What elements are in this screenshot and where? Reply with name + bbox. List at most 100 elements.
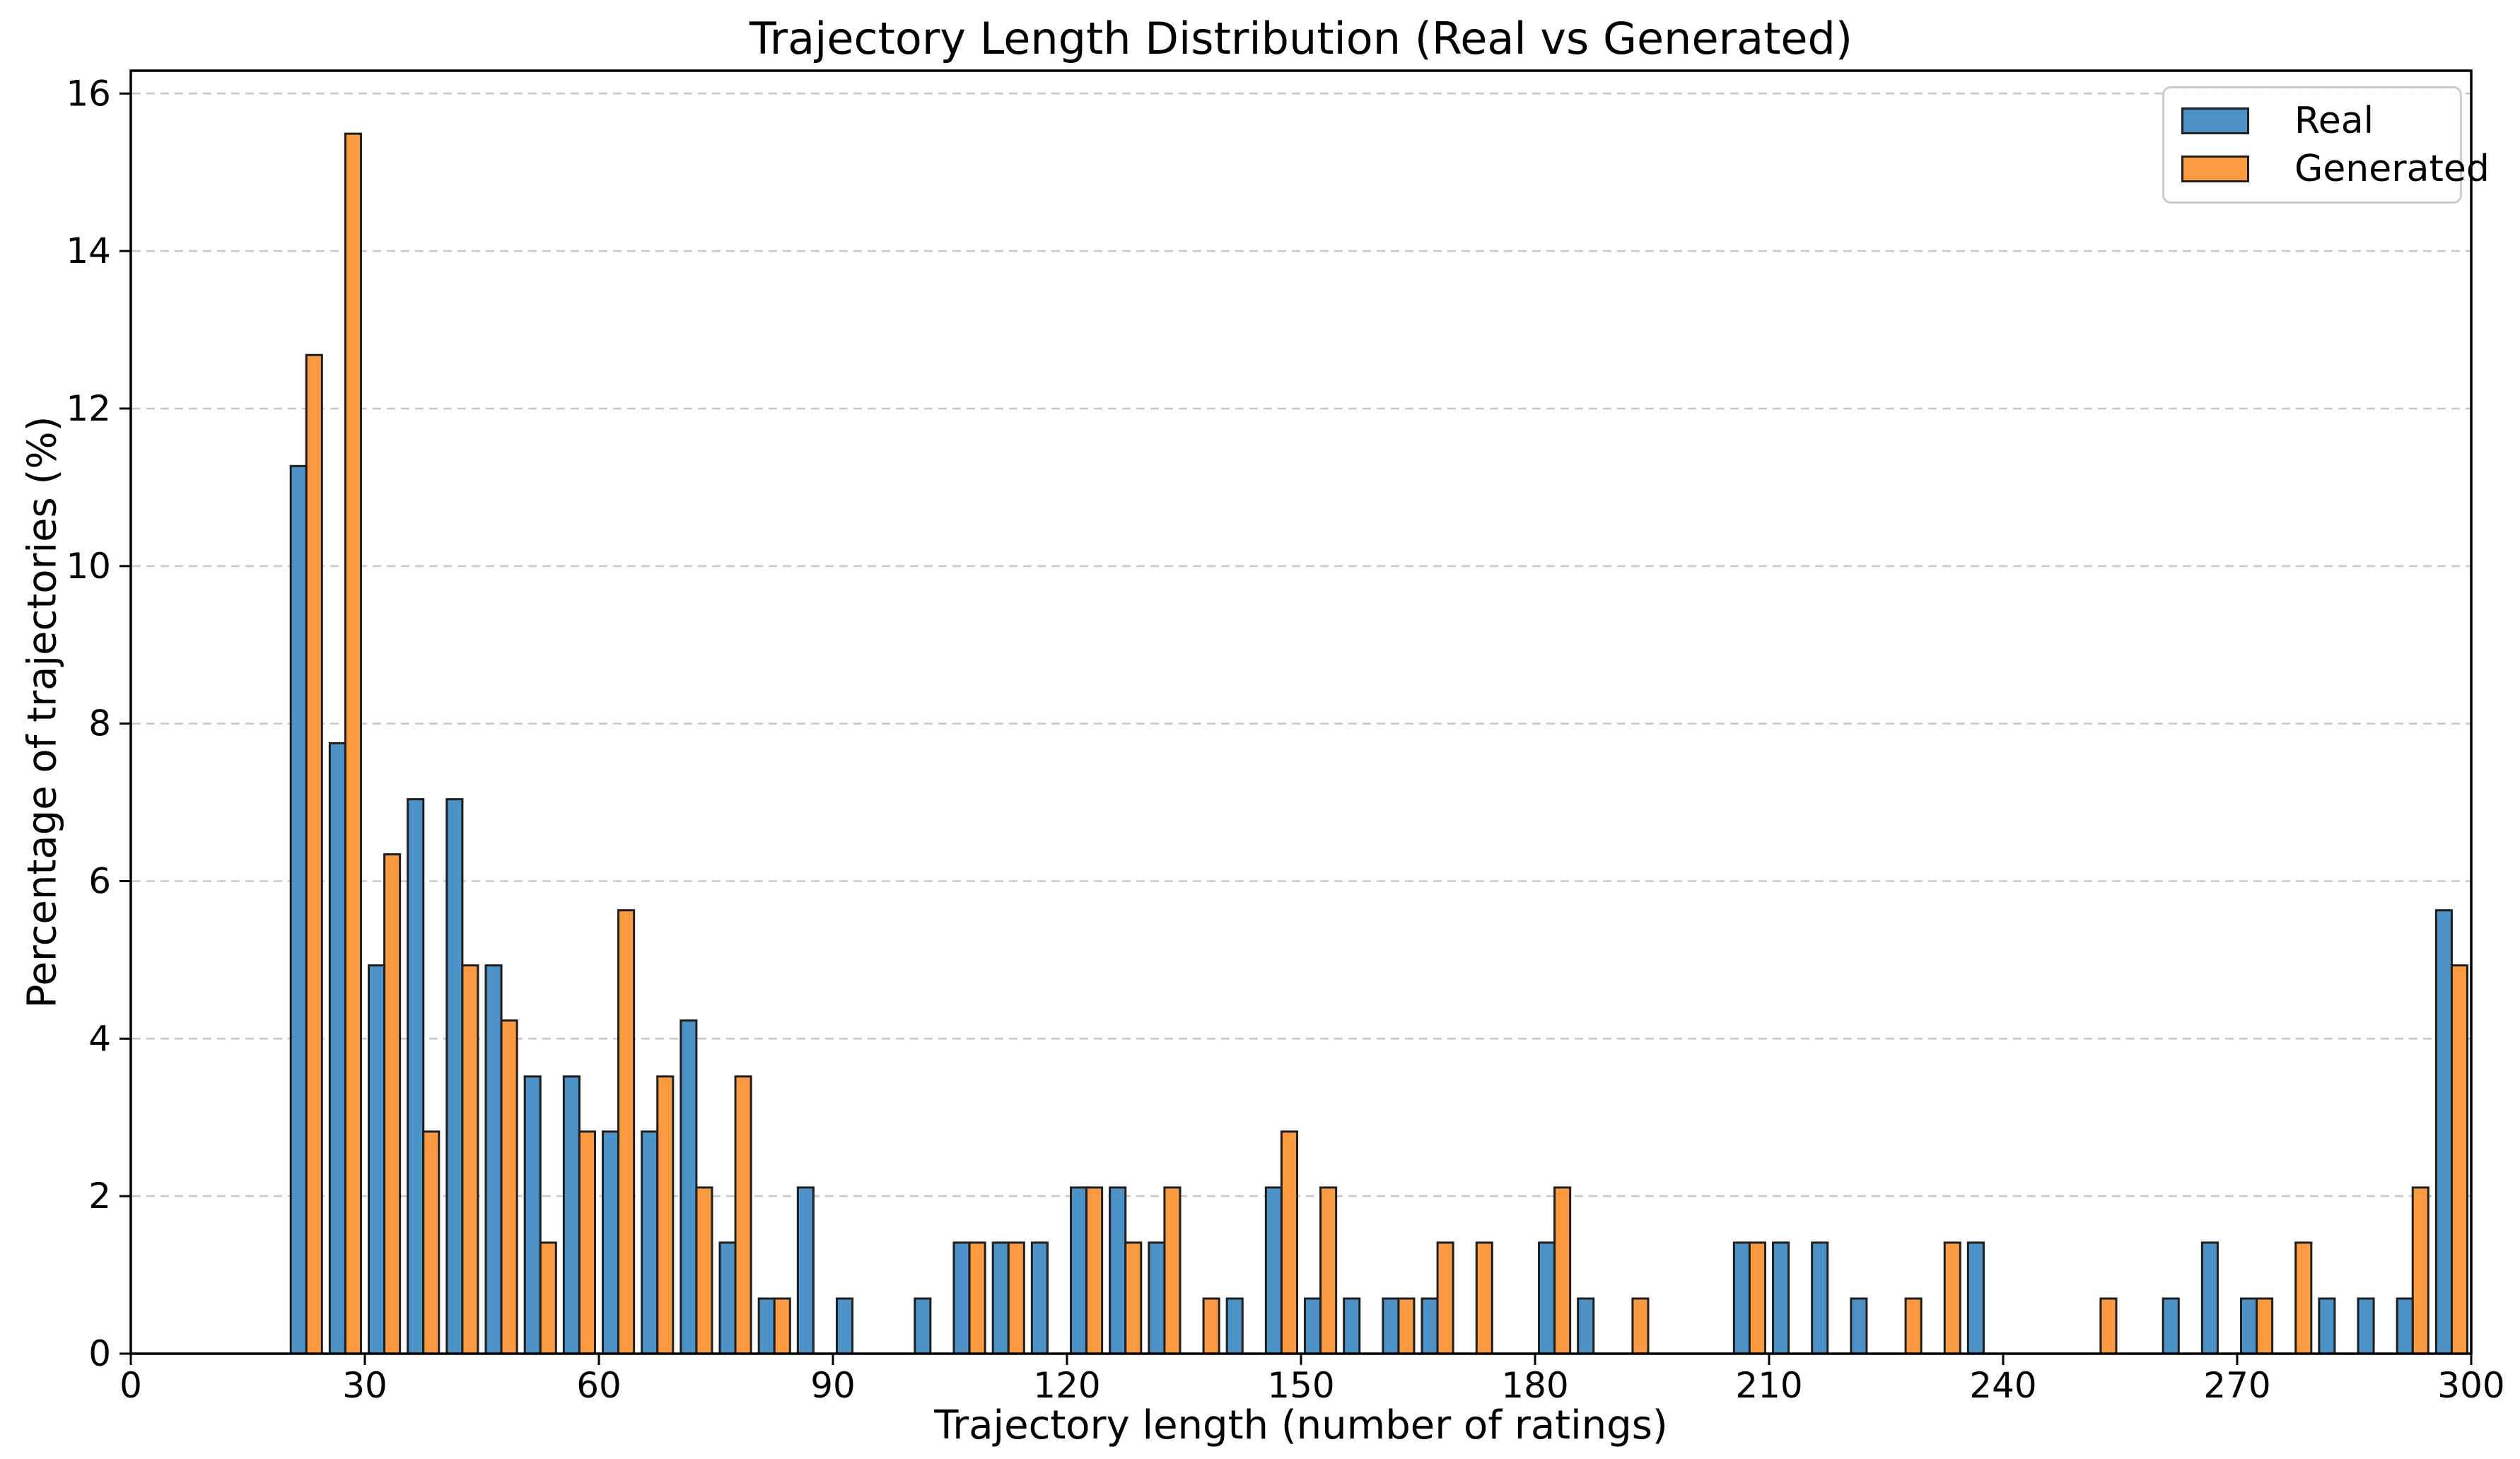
bar-generated-60 [617, 909, 636, 1355]
bar-generated-25 [344, 132, 362, 1355]
bar-real-285 [2357, 1297, 2375, 1355]
x-tick-label: 240 [1969, 1365, 2036, 1406]
bar-real-90 [836, 1297, 854, 1355]
bar-real-155 [1343, 1297, 1361, 1355]
legend-label-generated: Generated [2294, 148, 2490, 190]
bar-real-110 [991, 1241, 1010, 1355]
bar-generated-80 [773, 1297, 791, 1355]
bar-real-120 [1070, 1186, 1088, 1355]
x-tick-label: 300 [2437, 1365, 2504, 1406]
x-tick-label: 120 [1033, 1365, 1100, 1406]
x-tick-label: 30 [342, 1365, 387, 1406]
bar-real-140 [1225, 1297, 1244, 1355]
bar-generated-270 [2256, 1297, 2274, 1355]
x-tick-label: 90 [810, 1365, 856, 1406]
y-tick-label: 6 [88, 860, 111, 901]
bar-real-100 [914, 1297, 932, 1355]
bar-real-210 [1772, 1241, 1790, 1355]
bar-real-185 [1577, 1297, 1595, 1355]
bar-real-115 [1030, 1241, 1049, 1355]
bar-real-160 [1382, 1297, 1400, 1355]
bar-generated-110 [1007, 1241, 1025, 1355]
bar-generated-65 [656, 1075, 675, 1355]
bar-real-85 [796, 1186, 815, 1355]
bar-real-150 [1304, 1297, 1322, 1355]
bar-generated-45 [500, 1019, 518, 1355]
legend-row-real: Real [2181, 102, 2443, 139]
bar-generated-165 [1436, 1241, 1454, 1355]
bar-generated-145 [1280, 1130, 1298, 1355]
bar-generated-180 [1553, 1186, 1572, 1355]
y-tick-label: 10 [66, 546, 111, 587]
bar-generated-230 [1943, 1241, 1961, 1355]
bar-generated-120 [1085, 1186, 1104, 1355]
bar-real-65 [641, 1130, 659, 1355]
y-tick-label: 12 [66, 388, 111, 429]
bar-real-70 [679, 1019, 698, 1355]
bar-real-60 [602, 1130, 620, 1355]
y-tick-label: 16 [66, 73, 111, 114]
bar-generated-150 [1319, 1186, 1338, 1355]
bar-generated-40 [461, 964, 479, 1355]
bar-real-290 [2396, 1297, 2414, 1355]
bar-real-50 [523, 1075, 542, 1355]
x-tick-label: 270 [2203, 1365, 2270, 1406]
bar-real-35 [407, 798, 425, 1355]
bar-real-180 [1538, 1241, 1556, 1355]
legend: Real Generated [2162, 86, 2490, 204]
y-tick-label: 0 [88, 1333, 111, 1374]
bar-real-260 [2162, 1297, 2180, 1355]
x-tick-label: 180 [1501, 1365, 1568, 1406]
bar-real-295 [2434, 909, 2453, 1355]
legend-label-real: Real [2294, 100, 2374, 142]
bar-generated-225 [1904, 1297, 1923, 1355]
plot-border [129, 69, 2473, 1355]
bar-real-75 [718, 1241, 737, 1355]
y-tick-label: 4 [88, 1018, 111, 1059]
bar-real-25 [328, 742, 346, 1355]
bar-real-80 [757, 1297, 776, 1355]
y-tick-label: 2 [88, 1176, 111, 1217]
bar-generated-30 [383, 853, 402, 1355]
bar-real-270 [2240, 1297, 2258, 1355]
bar-real-130 [1148, 1241, 1166, 1355]
x-tick-label: 0 [119, 1365, 142, 1406]
bar-real-265 [2200, 1241, 2219, 1355]
x-tick-label: 60 [576, 1365, 622, 1406]
bar-real-40 [445, 798, 464, 1355]
bar-real-280 [2318, 1297, 2336, 1355]
bar-real-215 [1811, 1241, 1829, 1355]
bar-generated-50 [539, 1241, 557, 1355]
chart-title: Trajectory Length Distribution (Real vs … [749, 13, 1853, 64]
bar-generated-135 [1202, 1297, 1220, 1355]
bar-real-205 [1732, 1241, 1751, 1355]
bar-generated-75 [734, 1075, 752, 1355]
x-tick-label: 150 [1267, 1365, 1334, 1406]
bar-generated-125 [1124, 1241, 1143, 1355]
legend-row-generated: Generated [2181, 151, 2490, 187]
bar-generated-70 [695, 1186, 713, 1355]
y-tick-label: 14 [66, 230, 111, 271]
bar-real-220 [1850, 1297, 1868, 1355]
bar-generated-55 [578, 1130, 596, 1355]
bar-generated-105 [968, 1241, 986, 1355]
bar-real-45 [484, 964, 503, 1355]
bar-real-55 [562, 1075, 581, 1355]
bar-real-125 [1109, 1186, 1127, 1355]
bar-generated-275 [2294, 1241, 2313, 1355]
bar-generated-20 [305, 353, 323, 1355]
legend-swatch-real-icon [2181, 107, 2249, 134]
bar-generated-35 [422, 1130, 441, 1355]
bar-generated-205 [1748, 1241, 1766, 1355]
bar-generated-290 [2411, 1186, 2429, 1355]
bar-generated-160 [1397, 1297, 1416, 1355]
bar-generated-295 [2450, 964, 2468, 1355]
bar-real-165 [1421, 1297, 1439, 1355]
x-tick-label: 210 [1735, 1365, 1802, 1406]
bar-generated-190 [1631, 1297, 1650, 1355]
bar-real-105 [952, 1241, 971, 1355]
bar-generated-170 [1475, 1241, 1493, 1355]
bar-real-235 [1966, 1241, 1985, 1355]
